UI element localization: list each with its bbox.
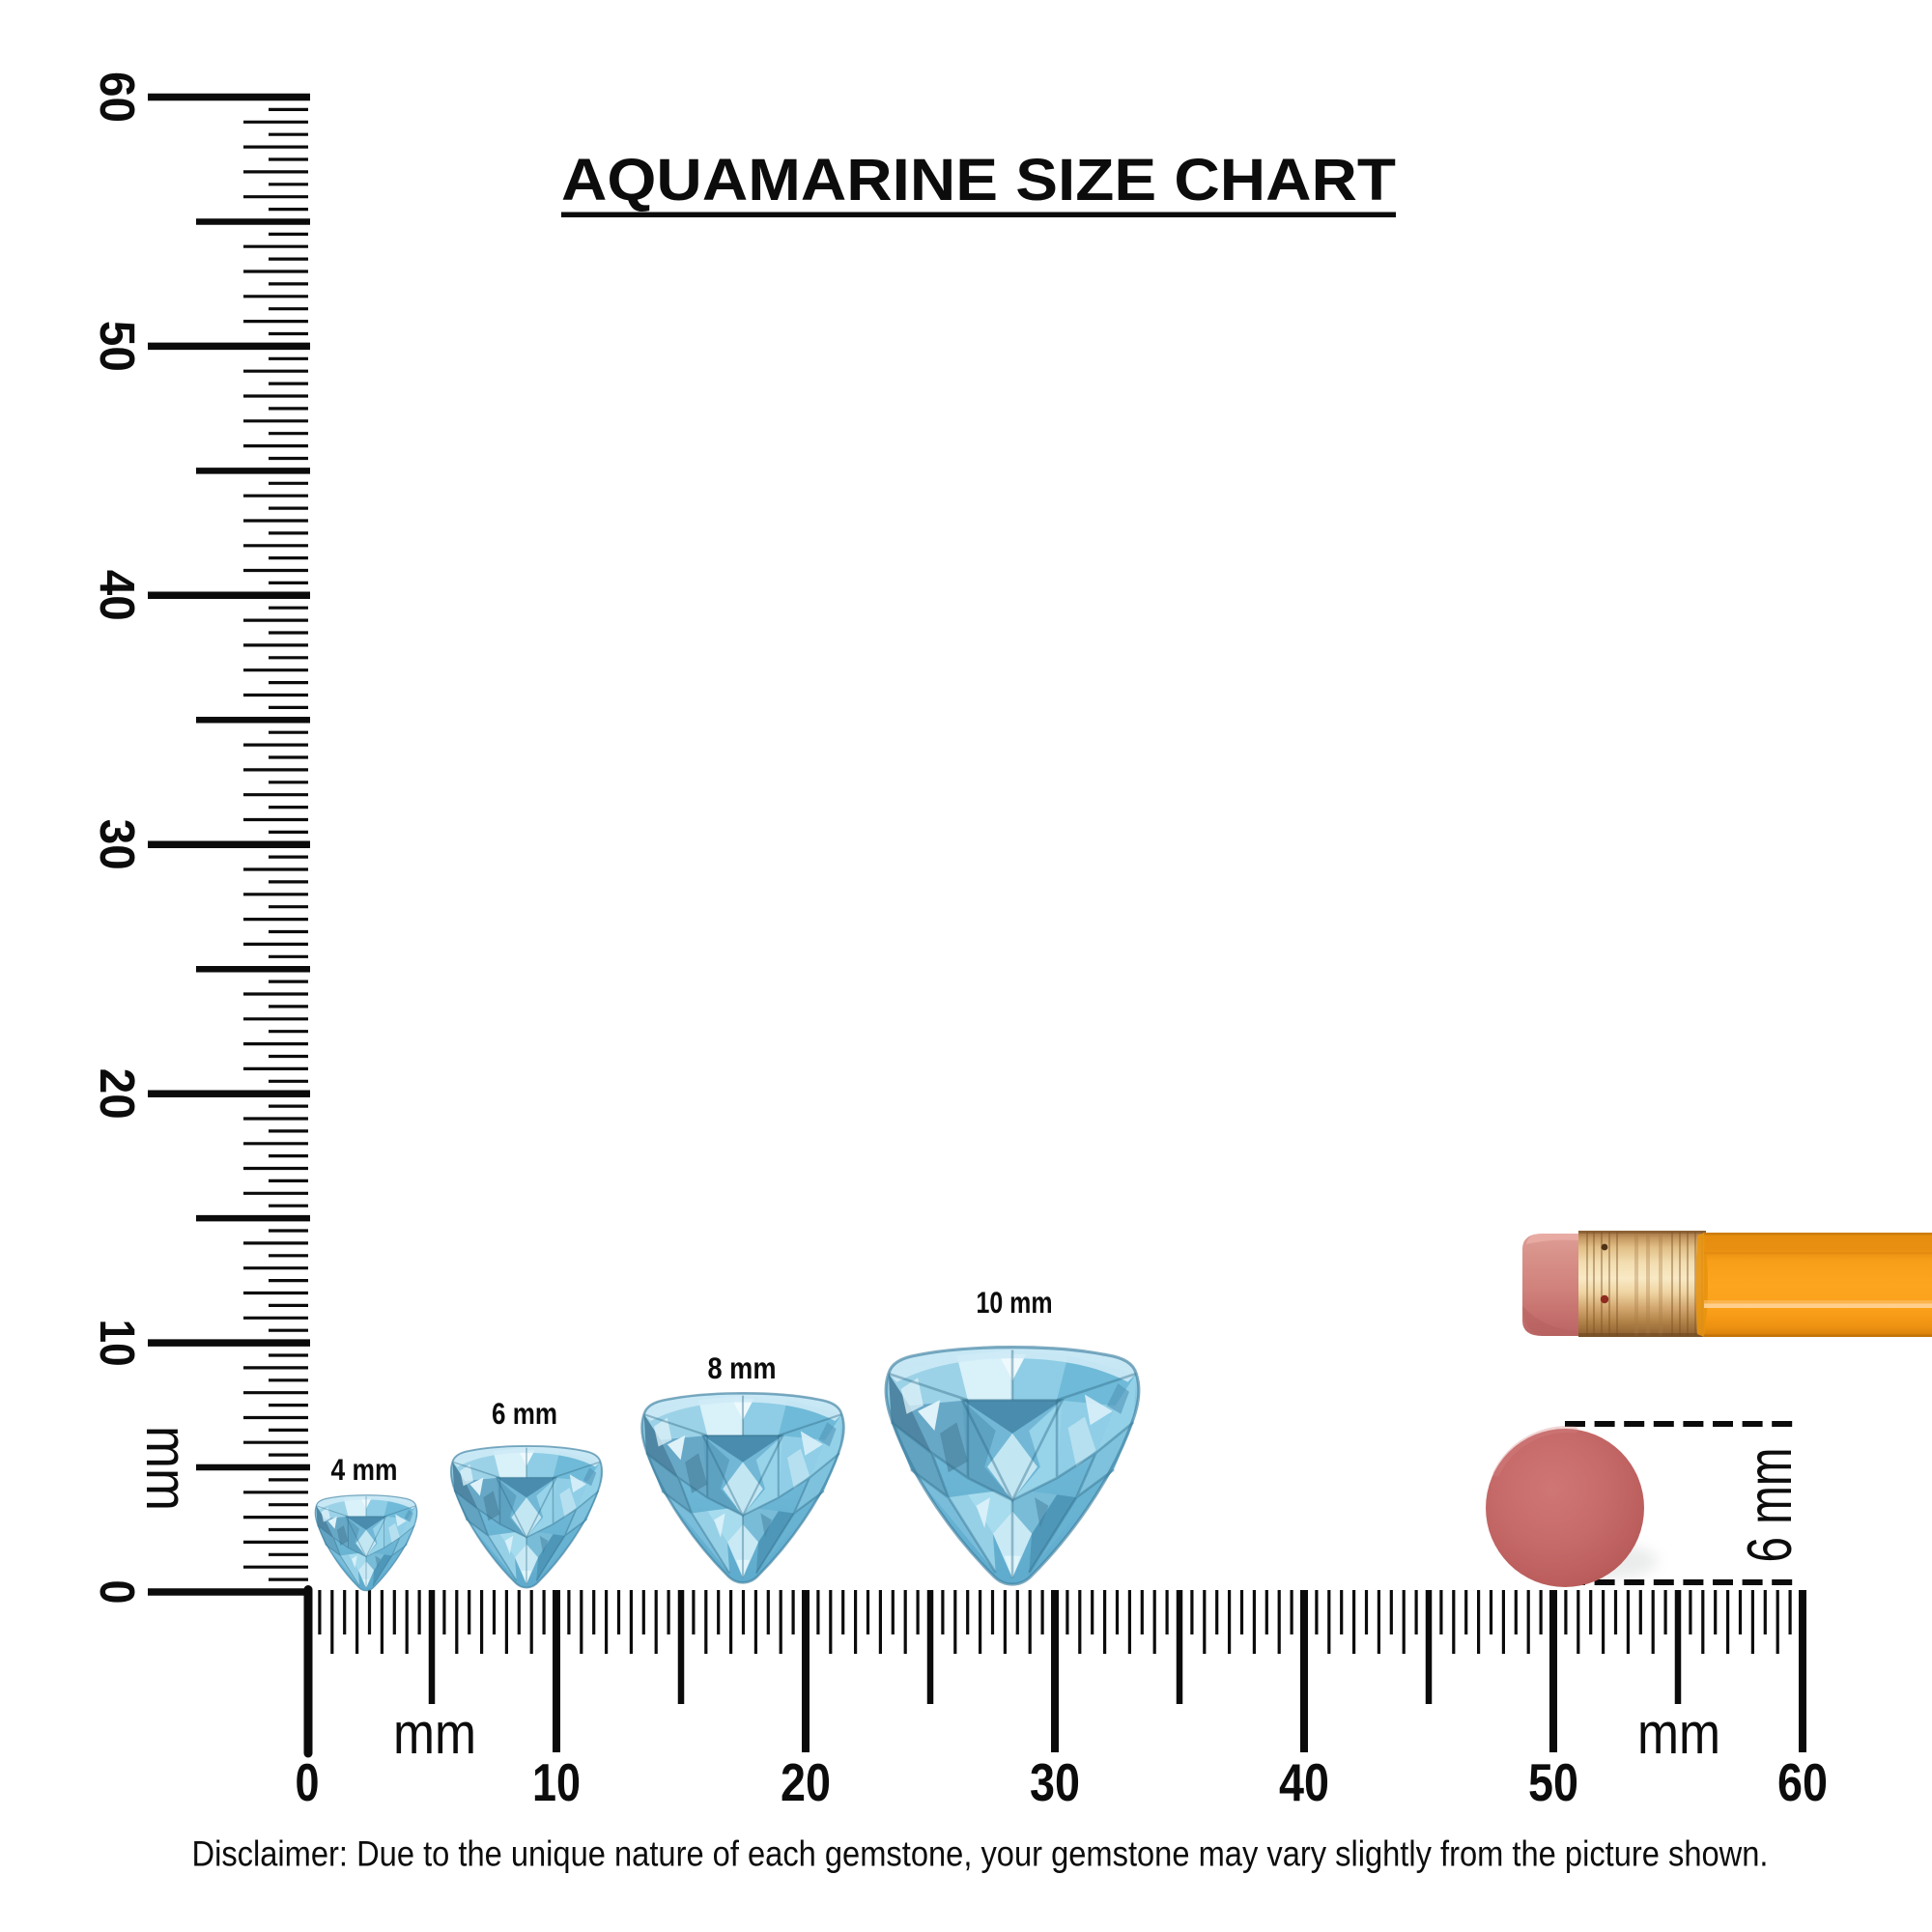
svg-text:Disclaimer: Due to the unique: Disclaimer: Due to the unique nature of …: [192, 1834, 1769, 1874]
svg-text:10: 10: [532, 1752, 581, 1812]
svg-text:0: 0: [90, 1580, 145, 1605]
svg-text:60: 60: [90, 71, 145, 123]
svg-text:30: 30: [90, 819, 145, 870]
svg-text:30: 30: [1030, 1752, 1080, 1812]
svg-text:6 mm: 6 mm: [492, 1396, 557, 1431]
svg-text:8 mm: 8 mm: [708, 1350, 777, 1385]
svg-text:40: 40: [90, 570, 145, 621]
svg-text:50: 50: [1528, 1752, 1578, 1812]
svg-text:20: 20: [90, 1068, 145, 1120]
svg-text:6 mm: 6 mm: [1734, 1448, 1804, 1563]
svg-text:mm: mm: [393, 1701, 476, 1766]
svg-text:mm: mm: [1637, 1701, 1720, 1766]
svg-text:50: 50: [90, 321, 145, 372]
svg-text:60: 60: [1777, 1752, 1828, 1812]
svg-text:10 mm: 10 mm: [977, 1285, 1053, 1320]
svg-text:mm: mm: [134, 1426, 199, 1511]
svg-text:20: 20: [781, 1752, 831, 1812]
svg-text:10: 10: [90, 1320, 145, 1367]
svg-text:AQUAMARINE SIZE CHART: AQUAMARINE SIZE CHART: [561, 147, 1396, 213]
svg-text:40: 40: [1279, 1752, 1329, 1812]
svg-text:0: 0: [296, 1752, 320, 1812]
svg-text:4 mm: 4 mm: [331, 1452, 398, 1487]
